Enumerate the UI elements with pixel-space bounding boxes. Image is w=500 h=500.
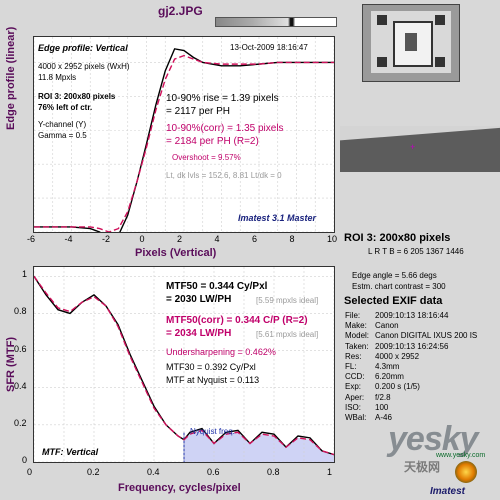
- mtf30: MTF30 = 0.392 Cy/Pxl: [166, 362, 256, 372]
- edge-xtick-label: 6: [252, 234, 258, 244]
- exif-key: WBal:: [345, 413, 367, 422]
- edge-xtick-label: 8: [289, 234, 295, 244]
- megapixels: 11.8 Mpxls: [38, 73, 77, 82]
- exif-value: 6.20mm: [375, 372, 404, 382]
- mtf-ytick-label: 0.6: [14, 343, 27, 354]
- mtf-xtick-label: 0.8: [267, 467, 280, 477]
- edge-plot-title: Edge profile: Vertical: [38, 43, 128, 53]
- edge-xtick-label: 0: [139, 234, 145, 244]
- exif-key: ISO:: [345, 402, 362, 412]
- watermark-url: www.yesky.com: [436, 452, 486, 459]
- exif-key: Taken:: [345, 341, 369, 351]
- exif-key: Aper:: [345, 392, 365, 402]
- roi-panel-label: ROI 3: 200x80 pixels: [344, 232, 451, 244]
- mtf-xtick-label: 1: [327, 467, 333, 477]
- undersharpening: Undersharpening = 0.462%: [166, 347, 276, 357]
- edge-xtick-label: 4: [214, 234, 220, 244]
- mtf-xtick-label: 0.6: [207, 467, 220, 477]
- mtf-svg: [34, 267, 334, 462]
- imatest-logo-text: Imatest: [430, 486, 466, 497]
- edge-xtick-label: 2: [177, 234, 183, 244]
- exif-key: Res:: [345, 351, 362, 361]
- watermark-yesky: yesky: [388, 420, 479, 458]
- edge-angle: Edge angle = 5.66 degs: [352, 271, 437, 280]
- exif-value: A-46: [375, 413, 392, 422]
- edge-xtick-label: 10: [327, 234, 338, 244]
- roi-label: ROI 3: 200x80 pixels: [38, 92, 116, 101]
- mtf-xtick-label: 0.2: [87, 467, 100, 477]
- mtf50-lwph: = 2030 LW/PH: [166, 294, 232, 305]
- mtf-ytick-label: 0.4: [14, 380, 27, 391]
- exif-value: 2009:10:13 18:16:44: [375, 311, 449, 320]
- edge-series-measured: [34, 48, 334, 232]
- edge-profile-plot: Edge profile: Vertical 13-Oct-2009 18:16…: [33, 36, 335, 233]
- file-title: gj2.JPG: [158, 4, 203, 18]
- exif-key: Exp:: [345, 382, 362, 392]
- edge-xlabel: Pixels (Vertical): [135, 247, 217, 259]
- chart-thumbnail: [362, 4, 460, 82]
- light-dark-levels: Lt, dk lvls = 152.6, 8.81 Lt/dk = 0: [166, 171, 282, 180]
- mtf-xlabel: Frequency, cycles/pixel: [118, 482, 241, 494]
- watermark-sub: 天极网: [404, 460, 441, 474]
- mtf50-ideal: [5.59 mpxls ideal]: [256, 296, 319, 305]
- roi-marker-icon: +: [410, 142, 416, 152]
- mtf-series-corrected: [34, 275, 334, 456]
- rise-line1: 10-90% rise = 1.39 pixels: [166, 93, 279, 104]
- mtf-ytick-label: 0: [22, 455, 28, 465]
- exif-value: Canon: [375, 321, 399, 331]
- edge-plot-timestamp: 13-Oct-2009 18:16:47: [230, 43, 308, 52]
- edge-xtick-label: -4: [64, 234, 73, 244]
- mtf-plot-title: MTF: Vertical: [42, 447, 99, 457]
- mtf50-corr-ideal: [5.61 mpxls ideal]: [256, 330, 319, 339]
- roi-lrtb: L R T B = 6 205 1367 1446: [368, 247, 464, 256]
- corr-line1: 10-90%(corr) = 1.35 pixels: [166, 123, 284, 134]
- exif-value: f/2.8: [375, 392, 391, 402]
- exif-value: 4000 x 2952: [375, 351, 420, 361]
- exif-key: Model:: [345, 331, 370, 341]
- exif-title: Selected EXIF data: [344, 295, 443, 307]
- imatest-logo-icon: [455, 461, 477, 483]
- corr-line2: = 2184 per PH (R=2): [166, 136, 259, 147]
- exif-value: 100: [375, 402, 389, 412]
- mtf50: MTF50 = 0.344 Cy/Pxl: [166, 281, 268, 292]
- overshoot: Overshoot = 9.57%: [172, 153, 241, 162]
- mtf50-corr-lwph: = 2034 LW/PH: [166, 328, 232, 339]
- exif-value: 2009:10:13 16:24:56: [375, 341, 449, 351]
- exif-key: CCD:: [345, 372, 365, 382]
- mtf50-corr: MTF50(corr) = 0.344 C/P (R=2): [166, 315, 308, 326]
- imatest-version: Imatest 3.1 Master: [238, 213, 317, 223]
- roi-crop: +: [340, 126, 500, 172]
- gamma-label: Gamma = 0.5: [38, 131, 87, 140]
- rise-line2: = 2117 per PH: [166, 106, 231, 117]
- exif-value: Canon DIGITAL IXUS 200 IS: [375, 331, 478, 341]
- edge-xtick-label: -6: [27, 234, 36, 244]
- mtf-nyquist: MTF at Nyquist = 0.113: [166, 375, 260, 385]
- mtf-xtick-label: 0.4: [147, 467, 160, 477]
- edge-profile-svg: [34, 37, 334, 232]
- mtf-plot: MTF50 = 0.344 Cy/Pxl = 2030 LW/PH [5.59 …: [33, 266, 335, 463]
- edge-xtick-label: -2: [102, 234, 111, 244]
- chart-contrast: Estm. chart contrast = 300: [352, 282, 446, 291]
- edge-ylabel: Edge profile (linear): [5, 26, 17, 130]
- image-size: 4000 x 2952 pixels (WxH): [38, 62, 130, 71]
- roi-position: 76% left of ctr.: [38, 103, 93, 112]
- nyquist-label: Nyquist freq.: [190, 427, 235, 436]
- grayscale-strip: [215, 17, 337, 27]
- exif-key: File:: [345, 311, 361, 320]
- exif-value: 0.200 s (1/5): [375, 382, 420, 392]
- exif-key: Make:: [345, 321, 367, 331]
- exif-value: 4.3mm: [375, 362, 400, 371]
- mtf-ytick-label: 0.2: [14, 417, 27, 428]
- channel-label: Y-channel (Y): [38, 120, 87, 129]
- exif-key: FL:: [345, 362, 357, 371]
- mtf-ytick-label: 0.8: [14, 306, 27, 317]
- mtf-xtick-label: 0: [27, 467, 33, 477]
- mtf-ytick-label: 1: [22, 269, 28, 280]
